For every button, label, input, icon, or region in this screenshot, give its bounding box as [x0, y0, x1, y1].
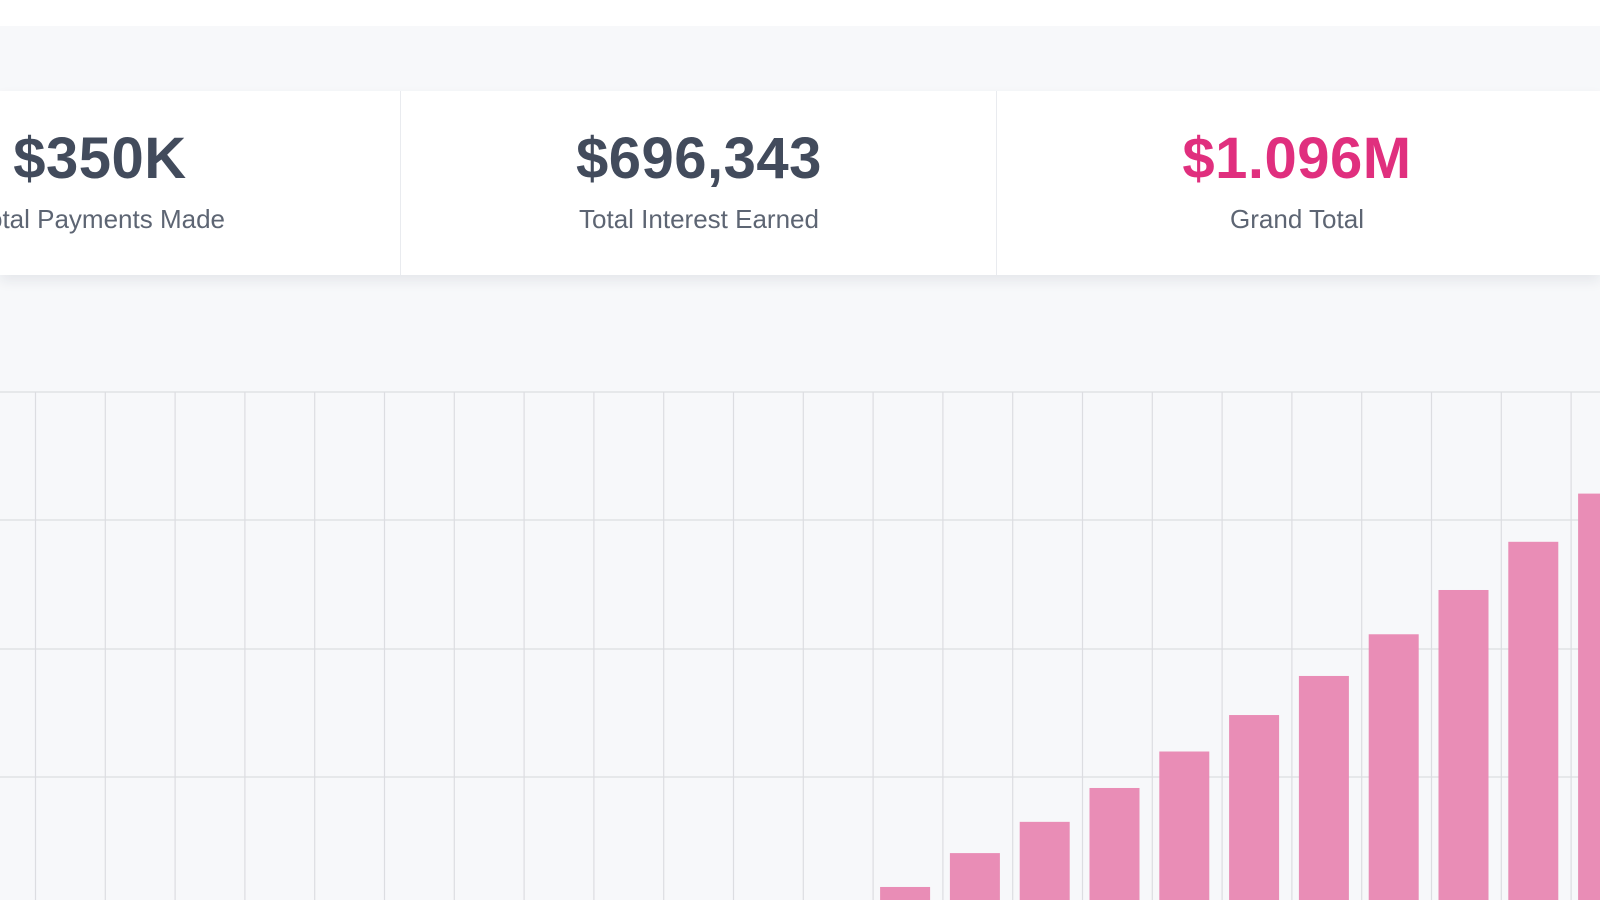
- grand-total-label: Grand Total: [1230, 204, 1364, 234]
- chart-bar: [1298, 675, 1349, 900]
- stat-total-payments: $350K Total Payments Made: [0, 91, 400, 275]
- chart-bar: [1438, 589, 1489, 900]
- chart-bar: [1019, 821, 1070, 900]
- chart-bar: [949, 853, 1000, 900]
- chart-bar: [1159, 751, 1210, 900]
- total-interest-value: $696,343: [576, 126, 822, 191]
- stat-total-interest: $696,343 Total Interest Earned: [401, 91, 997, 275]
- stat-divider: [996, 91, 997, 275]
- chart-bar: [1368, 634, 1419, 900]
- stat-divider: [400, 91, 401, 275]
- chart-bar: [880, 886, 931, 900]
- chart-bar: [1089, 787, 1140, 900]
- chart-bar: [1229, 715, 1280, 900]
- top-header-strip: [0, 0, 1600, 26]
- chart-bar: [1578, 493, 1600, 900]
- grand-total-value: $1.096M: [1182, 126, 1412, 191]
- total-payments-label: Total Payments Made: [0, 204, 225, 234]
- summary-stats-card: $350K Total Payments Made $696,343 Total…: [0, 91, 1600, 275]
- total-payments-value: $350K: [13, 126, 187, 191]
- chart-bar: [1508, 541, 1559, 900]
- stat-grand-total: $1.096M Grand Total: [997, 91, 1597, 275]
- total-interest-label: Total Interest Earned: [579, 204, 819, 234]
